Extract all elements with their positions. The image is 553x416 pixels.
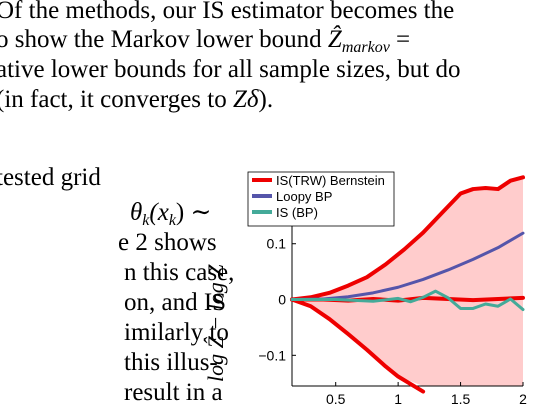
x-tick-label: 2 [519,391,527,407]
text-line-2: o show the Markov lower bound Ẑmarkov = [0,25,411,56]
left-line-7: this illus- [124,349,218,376]
y-axis-label: log Ẑ − log Z [203,264,228,382]
xk-close: ) ∼ [175,199,212,226]
text-line-4-pre: (in fact, it converges to [0,86,233,113]
left-line-8: result in a [124,379,223,406]
left-line-2: θk(xk) ∼ [130,198,212,229]
left-line-3: e 2 shows [118,229,217,256]
x-tick-label: 0.5 [326,391,346,407]
series-line [290,231,525,302]
left-line-5: on, and IS [124,289,227,316]
series-line [290,289,525,312]
figure-chart: 0.5 1 1.5 2 0.1 0 −0.1 IS(TRW) BernsteinLoopy … [203,171,527,407]
y-tick-label: 0.1 [267,236,287,252]
legend-box [247,171,395,227]
legend-entry: Loopy BP [276,189,332,204]
text-line-2-pre: o show the Markov lower bound [0,26,328,53]
text-line-1: Of the methods, our IS estimator becomes… [0,0,455,24]
series-layer [290,175,525,394]
z-delta-symbol: Zδ [232,86,259,113]
xk-subscript: k [168,212,176,229]
y-tick-label: 0 [278,292,286,308]
left-line-1: tested grid [0,164,101,191]
left-line-4: n this case, [124,259,235,286]
markov-bound-symbol: Ẑ [327,26,342,53]
markov-subscript: markov [341,39,390,56]
text-line-2-post: = [389,26,411,53]
axes-layer: 0.5 1 1.5 2 0.1 0 −0.1 [258,174,527,407]
legend-entry: IS (BP) [276,205,318,220]
theta-subscript: k [142,212,150,229]
x-tick-label: 1.5 [451,391,471,407]
series-line [290,175,525,302]
series-line [290,297,426,394]
xk-open: (x [149,199,169,226]
text-line-4-post: ). [258,86,274,113]
left-line-6: imilarly to [124,319,229,346]
theta-symbol: θ [130,199,143,226]
y-tick-label: −0.1 [258,347,286,363]
legend-entry: IS(TRW) Bernstein [276,173,385,188]
x-tick-label: 1 [394,391,402,407]
text-line-4: (in fact, it converges to Zδ). [0,85,273,115]
text-line-3: ative lower bounds for all sample sizes,… [0,56,461,83]
